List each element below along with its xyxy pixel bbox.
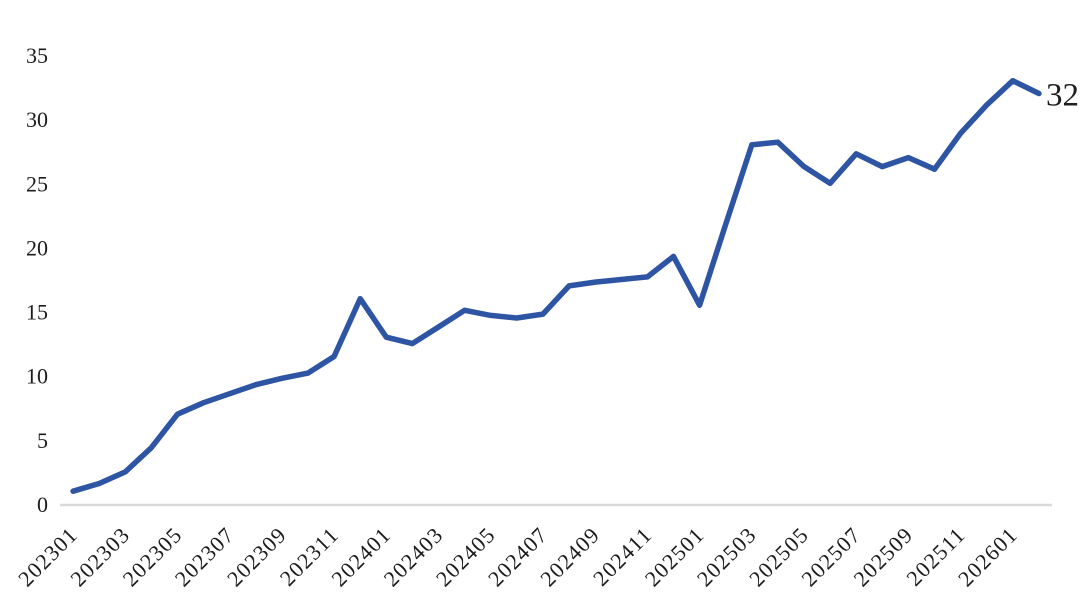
y-axis-tick-label: 5: [37, 428, 48, 453]
y-axis-tick-label: 30: [26, 107, 48, 132]
y-axis-tick-label: 25: [26, 171, 48, 196]
last-point-data-label: 32: [1046, 77, 1079, 113]
x-axis-tick-label: 202409: [535, 522, 604, 591]
y-axis-tick-label: 20: [26, 235, 48, 260]
x-axis-tick-label: 202601: [953, 522, 1022, 591]
y-axis-tick-label: 0: [37, 492, 48, 517]
x-axis-tick-label: 202309: [222, 522, 291, 591]
y-axis-tick-label: 10: [26, 364, 48, 389]
x-axis-tick-label: 202509: [849, 522, 918, 591]
y-axis-tick-label: 15: [26, 300, 48, 325]
data-line: [70, 77, 1042, 494]
y-axis-tick-label: 35: [26, 43, 48, 68]
